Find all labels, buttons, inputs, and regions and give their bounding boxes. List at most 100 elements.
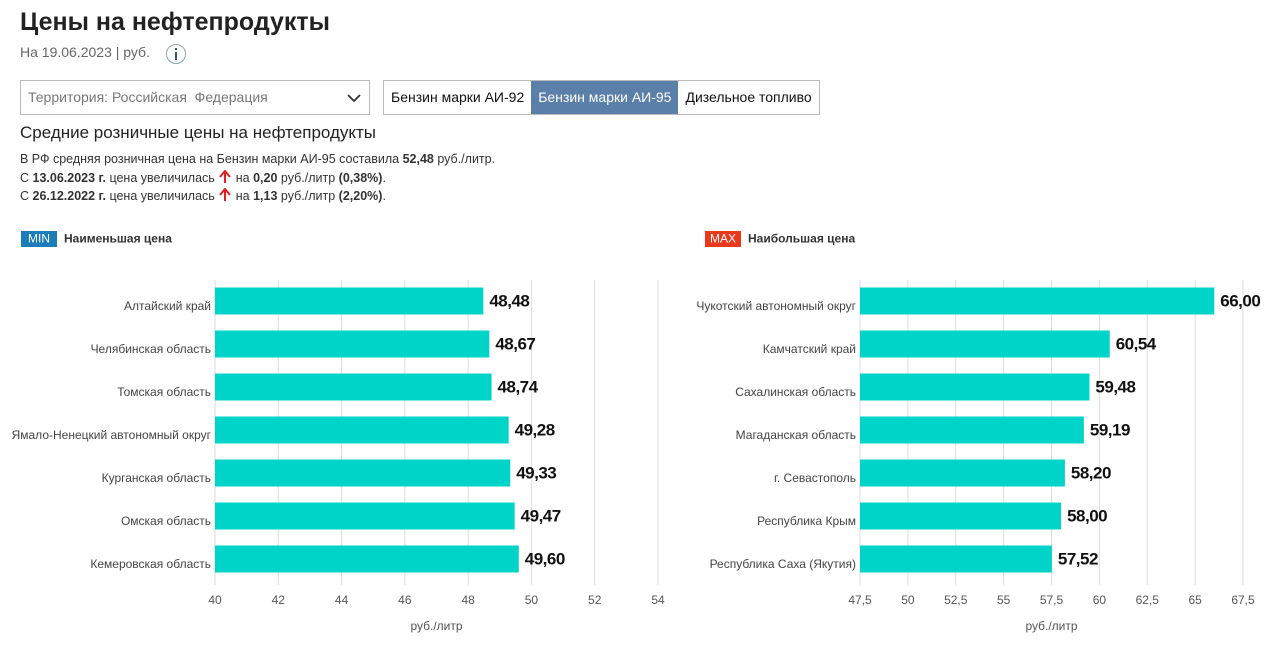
x-axis-title: руб./литр (410, 619, 462, 633)
text: С (20, 171, 33, 185)
category-label: г. Севастополь (774, 471, 856, 485)
summary-line: С 26.12.2022 г. цена увеличилась на 1,13… (20, 187, 386, 203)
category-label: Камчатский край (763, 342, 856, 356)
value-label: 57,52 (1058, 549, 1098, 568)
value-label: 59,48 (1095, 377, 1135, 396)
bar (860, 373, 1090, 401)
category-label: Ямало-Ненецкий автономный округ (12, 428, 212, 442)
tab[interactable]: Дизельное топливо (685, 89, 812, 105)
bar (860, 459, 1065, 487)
value-label: 60,54 (1116, 334, 1157, 353)
dropdown-text: Территория: Российская Федерация (28, 89, 268, 105)
text: руб./литр (277, 189, 339, 203)
category-label: Республика Саха (Якутия) (710, 557, 856, 571)
value-label: 49,47 (521, 506, 561, 525)
bar (860, 502, 1062, 530)
text: . (382, 171, 386, 185)
text: руб./литр (277, 171, 339, 185)
up-arrow (219, 169, 232, 183)
bar (215, 373, 492, 401)
text: С (20, 189, 33, 203)
x-tick-label: 46 (398, 593, 412, 607)
bar (215, 545, 519, 573)
legend-badge-text: MIN (28, 232, 50, 246)
x-tick-label: 62,5 (1136, 593, 1160, 607)
category-label: Челябинская область (91, 342, 211, 356)
up-arrow (219, 187, 232, 201)
category-label: Чукотский автономный округ (696, 299, 856, 313)
value-label: 49,33 (516, 463, 556, 482)
value-label: 59,19 (1090, 420, 1130, 439)
bar (860, 287, 1215, 315)
category-label: Магаданская область (736, 428, 856, 442)
page-title: Цены на нефтепродукты (20, 8, 331, 36)
text: цена увеличилась (105, 189, 215, 203)
text: цена увеличилась (105, 171, 215, 185)
tabs: Бензин марки АИ-92 Бензин марки АИ-95 Ди… (383, 80, 820, 115)
bar (215, 287, 484, 315)
tab[interactable]: Бензин марки АИ-92 (391, 89, 525, 105)
x-tick-label: 52,5 (944, 593, 968, 607)
x-axis-title: руб./литр (1025, 619, 1077, 633)
value-label: 48,48 (489, 291, 529, 310)
text: (0,38%) (338, 171, 383, 185)
text: 52,48 (402, 152, 434, 166)
x-tick-label: 67,5 (1231, 593, 1255, 607)
legend-badge (705, 231, 741, 247)
bar (215, 502, 515, 530)
text: на (232, 189, 254, 203)
category-label: Алтайский край (124, 299, 211, 313)
text: (2,20%) (338, 189, 383, 203)
bar (860, 416, 1084, 444)
section-title: Средние розничные цены на нефтепродукты (20, 123, 377, 142)
x-tick-label: 57,5 (1040, 593, 1064, 607)
category-label: Сахалинская область (735, 385, 856, 399)
chevron (347, 94, 361, 103)
summary-line: С 13.06.2023 г. цена увеличилась на 0,20… (20, 169, 386, 185)
value-label: 48,67 (495, 334, 535, 353)
x-tick-label: 47,5 (848, 593, 872, 607)
x-tick-label: 44 (335, 593, 349, 607)
territory-dropdown[interactable]: Территория: Российская Федерация (20, 80, 370, 115)
text: В РФ средняя розничная цена на Бензин ма… (20, 152, 403, 166)
x-tick-label: 60 (1093, 593, 1107, 607)
text: 26.12.2022 г. (32, 189, 106, 203)
x-tick-label: 50 (901, 593, 915, 607)
x-tick-label: 65 (1188, 593, 1202, 607)
x-tick-label: 48 (461, 593, 475, 607)
category-label: Омская область (121, 514, 211, 528)
value-label: 49,28 (515, 420, 555, 439)
x-tick-label: 50 (525, 593, 539, 607)
x-tick-label: 55 (997, 593, 1011, 607)
info-icon[interactable] (166, 44, 186, 64)
value-label: 58,00 (1067, 506, 1107, 525)
text: 0,20 (253, 171, 278, 185)
category-label: Кемеровская область (90, 557, 211, 571)
tab-active[interactable]: Бензин марки АИ-95 (531, 81, 679, 114)
text: на (232, 171, 254, 185)
summary-line: В РФ средняя розничная цена на Бензин ма… (20, 152, 495, 166)
legend-label: Наименьшая цена (64, 232, 172, 246)
bar (215, 416, 509, 444)
legend-badge (21, 231, 57, 247)
x-tick-label: 52 (588, 593, 602, 607)
value-label: 49,60 (525, 549, 565, 568)
text: . (382, 189, 386, 203)
bar (860, 330, 1110, 358)
x-tick-label: 54 (651, 593, 665, 607)
bar (215, 330, 490, 358)
x-tick-label: 40 (208, 593, 222, 607)
text: 13.06.2023 г. (32, 171, 106, 185)
value-label: 58,20 (1071, 463, 1111, 482)
text: руб./литр. (433, 152, 496, 166)
bar (860, 545, 1052, 573)
x-tick-label: 42 (272, 593, 286, 607)
category-label: Томская область (117, 385, 211, 399)
value-label: 48,74 (498, 377, 539, 396)
category-label: Курганская область (102, 471, 211, 485)
value-label: 66,00 (1220, 291, 1260, 310)
bar (215, 459, 511, 487)
legend-label: Наибольшая цена (748, 232, 855, 246)
